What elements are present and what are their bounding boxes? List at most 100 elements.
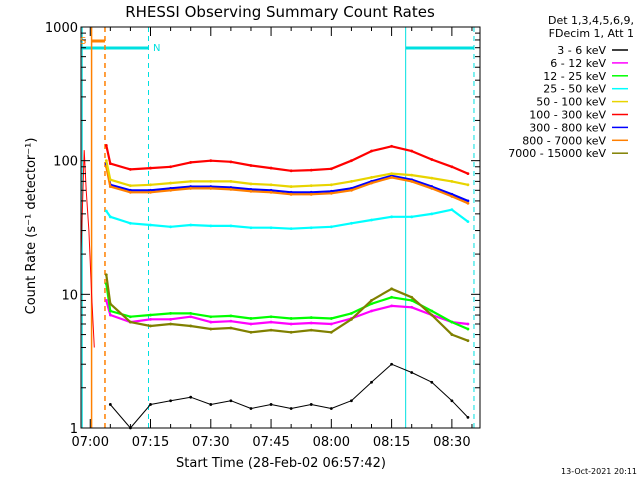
data-point	[390, 362, 394, 366]
data-point	[309, 226, 313, 230]
data-point	[169, 317, 173, 321]
data-point	[450, 208, 454, 212]
data-point	[129, 168, 132, 171]
data-point	[350, 221, 353, 225]
legend: Det 1,3,4,5,6,9,FDecim 1, Att 1 3 - 6 keV…	[508, 14, 634, 160]
data-point	[309, 321, 313, 325]
data-point	[189, 223, 193, 227]
data-point	[108, 185, 112, 188]
data-point	[189, 315, 193, 319]
data-point	[129, 221, 132, 225]
data-point	[149, 223, 152, 227]
data-point	[229, 179, 233, 183]
series-line-6-12keV	[105, 300, 469, 326]
x-tick-label: 07:45	[252, 435, 289, 450]
data-point	[309, 316, 313, 319]
data-point	[108, 178, 112, 182]
data-point	[430, 380, 434, 384]
legend-label: 7000 - 15000 keV	[508, 147, 606, 160]
data-point	[390, 287, 394, 291]
data-point	[249, 317, 253, 320]
data-point	[169, 312, 173, 315]
data-point	[289, 185, 293, 188]
data-point	[329, 183, 333, 187]
data-point	[370, 181, 373, 185]
x-axis-label: Start Time (28-Feb-02 06:57:42)	[176, 456, 386, 471]
data-point	[329, 167, 333, 171]
data-point	[149, 188, 152, 192]
chart-title: RHESSI Observing Summary Count Rates	[125, 3, 435, 21]
series-line-3-6keV	[109, 363, 469, 429]
data-point	[229, 319, 233, 323]
data-point	[209, 320, 213, 324]
data-point	[370, 175, 373, 179]
data-point	[309, 192, 313, 196]
data-point	[149, 403, 152, 406]
data-point	[410, 173, 414, 177]
data-point	[269, 328, 273, 332]
data-point	[370, 309, 373, 313]
data-point	[249, 187, 253, 191]
series-line-7000-15000keV	[105, 274, 469, 342]
data-point	[329, 322, 333, 326]
data-point	[450, 195, 454, 198]
data-point	[269, 315, 273, 319]
data-point	[350, 312, 353, 315]
data-point	[289, 407, 293, 410]
data-point	[390, 172, 394, 176]
data-point	[169, 181, 173, 185]
data-point	[466, 220, 470, 224]
data-point	[430, 309, 434, 313]
footer-timestamp: 13-Oct-2021 20:11	[561, 467, 637, 476]
data-point	[289, 227, 293, 231]
data-point	[370, 218, 373, 222]
data-point	[430, 313, 434, 317]
data-point	[229, 160, 233, 164]
data-point	[289, 317, 293, 320]
data-point	[149, 313, 152, 317]
data-point	[410, 299, 414, 302]
data-point	[450, 333, 454, 336]
data-point	[466, 327, 470, 331]
data-point	[370, 302, 373, 306]
data-point	[108, 162, 112, 166]
data-point	[450, 165, 454, 169]
y-tick-label: 1	[70, 422, 78, 437]
data-point	[329, 191, 333, 195]
legend-header: FDecim 1, Att 1	[549, 27, 634, 40]
data-point	[209, 179, 213, 183]
legend-label: 100 - 300 keV	[529, 109, 606, 122]
data-point	[350, 317, 353, 321]
data-point	[169, 165, 173, 169]
data-point	[149, 324, 152, 328]
data-point	[430, 187, 434, 190]
data-point	[229, 224, 233, 228]
data-point	[189, 324, 193, 328]
x-tick-label: 07:00	[72, 435, 109, 450]
plot-frame	[80, 26, 481, 429]
data-point	[249, 164, 253, 167]
data-point	[466, 322, 470, 326]
data-point	[430, 212, 434, 216]
data-point	[269, 183, 273, 187]
data-point	[309, 168, 313, 172]
data-point	[329, 189, 333, 193]
data-point	[249, 226, 253, 230]
legend-header: Det 1,3,4,5,6,9,	[548, 14, 634, 27]
data-point	[189, 179, 193, 183]
early-spike-line	[80, 150, 95, 348]
data-point	[370, 299, 373, 302]
data-point	[108, 302, 112, 306]
data-point	[249, 182, 253, 186]
n-marker-label: N	[153, 43, 160, 54]
data-point	[229, 187, 233, 191]
series-line-12-25keV	[105, 283, 469, 331]
legend-label: 25 - 50 keV	[543, 83, 606, 96]
data-point	[390, 175, 394, 179]
data-point	[410, 215, 414, 219]
data-point	[450, 320, 454, 324]
data-point	[108, 403, 112, 406]
data-point	[229, 314, 233, 318]
data-point	[249, 407, 253, 410]
